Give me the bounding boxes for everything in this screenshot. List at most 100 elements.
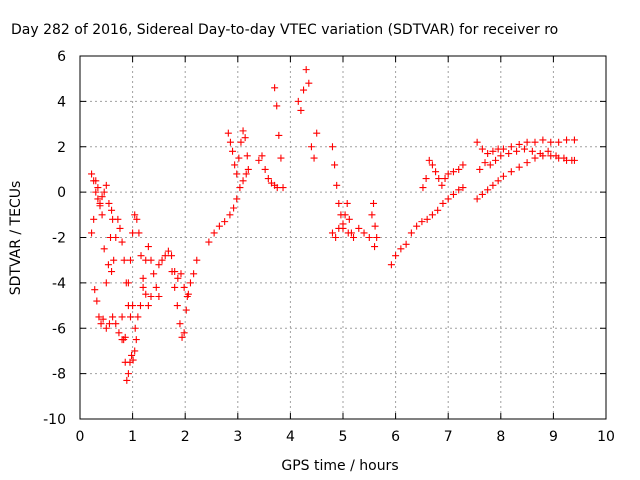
data-point (335, 199, 343, 207)
data-point (155, 292, 163, 300)
data-point (133, 215, 141, 223)
data-point (507, 143, 515, 151)
data-point (255, 156, 263, 164)
data-point (161, 252, 169, 260)
data-point (168, 252, 176, 260)
data-point (150, 270, 158, 278)
data-point (134, 313, 142, 321)
data-point (435, 175, 443, 183)
data-point (444, 170, 452, 178)
data-point (98, 193, 106, 201)
data-point (144, 302, 152, 310)
data-point (180, 283, 188, 291)
data-point (92, 188, 100, 196)
data-point (371, 222, 379, 230)
data-point (186, 279, 194, 287)
data-point (100, 188, 108, 196)
data-point (307, 143, 315, 151)
data-point (131, 347, 139, 355)
data-point (139, 283, 147, 291)
data-point (484, 150, 492, 158)
data-point (226, 138, 234, 146)
data-point (231, 161, 239, 169)
data-point (118, 313, 126, 321)
data-point (102, 324, 110, 332)
data-point (570, 136, 578, 144)
data-point (459, 161, 467, 169)
data-point (205, 238, 213, 246)
series-track-4 (108, 215, 137, 321)
data-point (345, 215, 353, 223)
data-point (190, 270, 198, 278)
data-point (114, 215, 122, 223)
data-point (90, 177, 98, 185)
data-point (423, 215, 431, 223)
data-point (112, 320, 120, 328)
data-point (98, 211, 106, 219)
y-tick-label: 4 (57, 94, 66, 110)
data-point (328, 143, 336, 151)
data-point (515, 163, 523, 171)
data-point (339, 220, 347, 228)
data-point (547, 138, 555, 146)
data-point (555, 138, 563, 146)
data-point (539, 136, 547, 144)
data-point (505, 150, 513, 158)
series-track-21 (473, 136, 578, 158)
data-point (350, 234, 358, 241)
data-point (94, 195, 102, 203)
data-point (486, 161, 494, 169)
data-point (484, 186, 492, 194)
series-track-3 (91, 286, 129, 344)
data-point (413, 222, 421, 230)
data-point (93, 297, 101, 305)
data-point (128, 351, 136, 359)
x-tick-label: 6 (391, 429, 400, 445)
series-track-19 (419, 156, 467, 192)
grid (80, 56, 606, 419)
x-tick-label: 4 (286, 429, 295, 445)
data-point (215, 222, 223, 230)
data-point (418, 218, 426, 226)
series-track-8 (155, 247, 201, 300)
series-track-10 (205, 165, 252, 246)
y-tick-label: -8 (52, 367, 66, 383)
data-point (104, 261, 112, 269)
x-tick-label: 2 (181, 429, 190, 445)
x-tick-label: 7 (444, 429, 453, 445)
data-point (275, 131, 283, 139)
data-point (229, 147, 237, 155)
data-point (137, 252, 145, 260)
data-point (302, 66, 310, 74)
x-tick-label: 1 (128, 429, 137, 445)
data-point (258, 152, 266, 160)
data-point (499, 145, 507, 153)
x-tick-label: 8 (496, 429, 505, 445)
data-point (294, 97, 302, 105)
y-tick-label: -10 (43, 412, 66, 428)
data-point (129, 229, 137, 237)
data-point (441, 175, 449, 183)
data-point (439, 199, 447, 207)
x-axis-ticks: 0 1 2 3 4 5 6 7 8 9 10 (76, 56, 615, 445)
data-point (147, 292, 155, 300)
data-point (112, 234, 120, 241)
series-track-18 (387, 184, 467, 269)
data-point (343, 199, 351, 207)
data-point (563, 136, 571, 144)
data-point (531, 138, 539, 146)
series-track-20 (473, 152, 578, 203)
data-point (94, 184, 102, 192)
series-track-7 (131, 243, 163, 332)
data-point (434, 206, 442, 214)
data-point (331, 161, 339, 169)
y-tick-label: 2 (57, 140, 66, 156)
data-point (120, 256, 128, 264)
data-point (444, 195, 452, 203)
data-point (279, 184, 287, 192)
data-point (568, 156, 576, 164)
data-point (126, 313, 134, 321)
data-point (531, 154, 539, 162)
data-point (313, 129, 321, 137)
data-point (560, 154, 568, 162)
